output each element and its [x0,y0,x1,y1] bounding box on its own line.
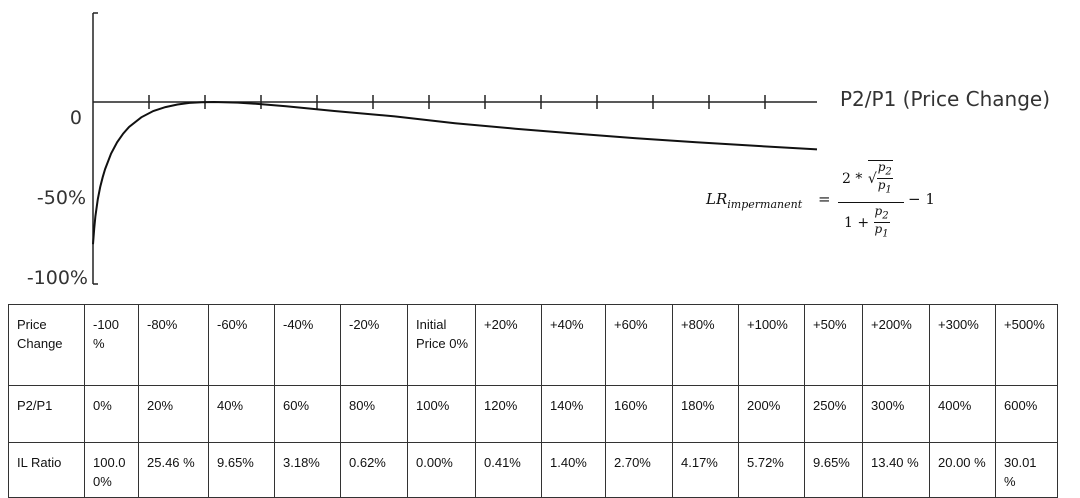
table-cell: 9.65% [804,442,863,498]
table-cell: 180% [672,385,739,443]
formula-minus-one: − 1 [908,190,935,208]
table-cell: 120% [475,385,542,443]
impermanent-loss-formula: LRimpermanent = 2 * √ p2 p1 1 + p2 p1 − 1 [706,160,946,240]
impermanent-loss-curve [92,100,818,245]
table-cell: 400% [929,385,996,443]
table-cell: 3.18% [274,442,341,498]
table-cell: -40% [274,304,341,386]
table-cell: 250% [804,385,863,443]
table-cell: +80% [672,304,739,386]
table-cell: +500% [995,304,1058,386]
table-cell: 40% [208,385,275,443]
table-cell: 0.00% [407,442,476,498]
impermanent-loss-chart: 0 -50% -100% P2/P1 (Price Change) [27,12,1050,289]
impermanent-loss-table: Price Change -100 % -80% -60% -40% -20% Initia… [8,304,1058,498]
table-cell: 13.40 % [862,442,930,498]
table-cell: -20% [340,304,408,386]
row-header-cell: P2/P1 [8,385,85,443]
table-cell: 30.01 % [995,442,1058,498]
table-cell: 2.70% [605,442,673,498]
table-cell: 5.72% [738,442,805,498]
table-cell: 1.40% [541,442,606,498]
row-header-cell: Price Change [8,304,85,386]
table-cell: -60% [208,304,275,386]
table-cell: 25.46 % [138,442,209,498]
table-cell: +200% [862,304,930,386]
table-cell: -80% [138,304,209,386]
table-cell: 20% [138,385,209,443]
y-tick-label-minus100: -100% [27,267,88,289]
table-cell: 60% [274,385,341,443]
p2-p1-row: P2/P1 0% 20% 40% 60% 80% 100% 120% 140% 160% 180% 2… [8,385,1058,443]
table-cell: 100.0 0% [84,442,139,498]
formula-numerator: 2 * √ p2 p1 [842,160,893,196]
table-cell: 0.41% [475,442,542,498]
table-cell: +100% [738,304,805,386]
table-cell: 80% [340,385,408,443]
formula-equals: = [818,190,831,208]
table-cell: +50% [804,304,863,386]
table-cell: 0.62% [340,442,408,498]
table-cell: +300% [929,304,996,386]
formula-lhs: LRimpermanent [706,190,803,211]
formula-denominator: 1 + p2 p1 [844,204,890,240]
x-axis-label: P2/P1 (Price Change) [840,87,1050,111]
table-cell: 20.00 % [929,442,996,498]
y-tick-label-minus50: -50% [37,187,86,209]
row-header-cell: IL Ratio [8,442,85,498]
table-cell: -100 % [84,304,139,386]
y-tick-label-0: 0 [70,107,82,129]
table-cell: 4.17% [672,442,739,498]
table-cell: +60% [605,304,673,386]
table-cell: 100% [407,385,476,443]
table-cell: 140% [541,385,606,443]
table-cell: Initial Price 0% [407,304,476,386]
table-cell: 160% [605,385,673,443]
table-cell: 600% [995,385,1058,443]
table-cell: 9.65% [208,442,275,498]
table-cell: +20% [475,304,542,386]
price-change-row: Price Change -100 % -80% -60% -40% -20% Initia… [8,304,1058,386]
table-cell: 200% [738,385,805,443]
table-cell: 0% [84,385,139,443]
table-cell: 300% [862,385,930,443]
formula-fraction-bar [838,202,904,203]
il-ratio-row: IL Ratio 100.0 0% 25.46 % 9.65% 3.18% 0.62% 0.… [8,442,1058,498]
table-cell: +40% [541,304,606,386]
